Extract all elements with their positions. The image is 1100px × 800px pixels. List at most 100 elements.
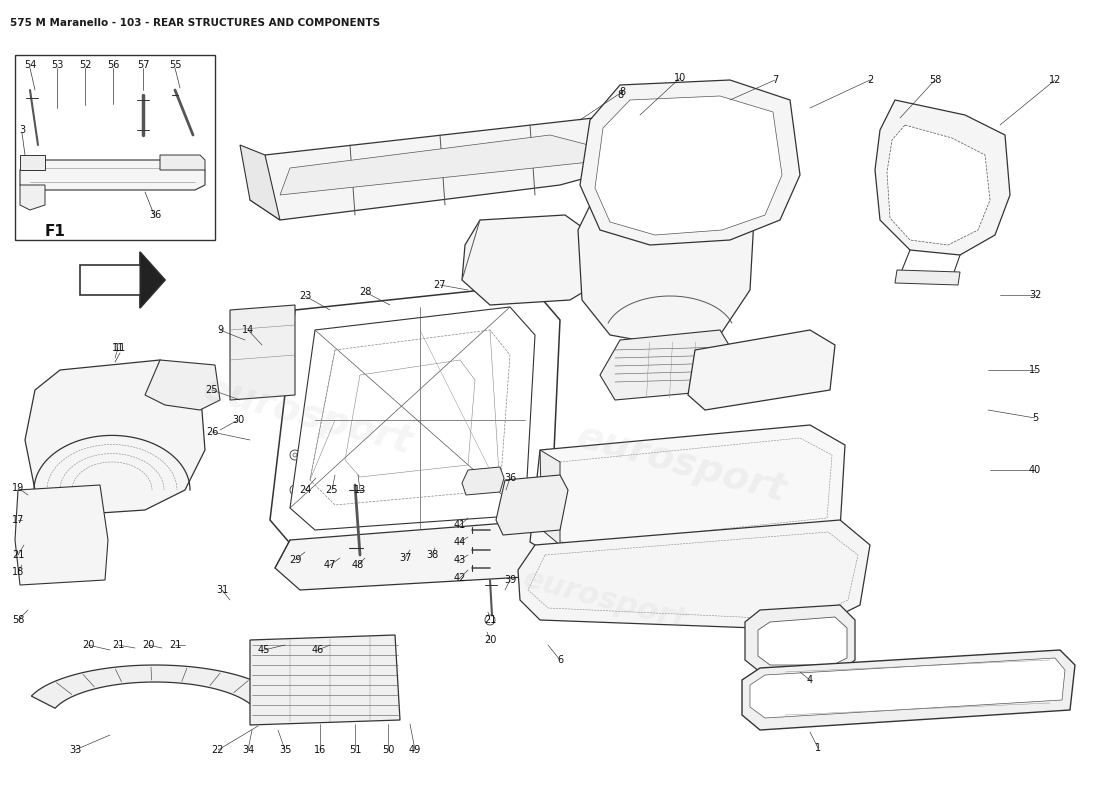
Text: 43: 43 (454, 555, 466, 565)
Text: 21: 21 (112, 640, 124, 650)
Circle shape (290, 485, 300, 495)
Text: 45: 45 (257, 645, 271, 655)
Circle shape (477, 538, 483, 542)
Text: 57: 57 (136, 60, 150, 70)
Text: 35: 35 (278, 745, 292, 755)
Polygon shape (688, 330, 835, 410)
Circle shape (371, 566, 380, 574)
Polygon shape (290, 307, 535, 530)
Polygon shape (275, 520, 565, 590)
Text: 46: 46 (312, 645, 324, 655)
Text: 15: 15 (1028, 365, 1042, 375)
Circle shape (1012, 682, 1028, 698)
Circle shape (299, 506, 307, 514)
Text: 31: 31 (216, 585, 228, 595)
Text: 49: 49 (409, 745, 421, 755)
Polygon shape (758, 617, 847, 665)
Text: 9: 9 (217, 325, 223, 335)
Polygon shape (578, 170, 755, 345)
Text: 21: 21 (484, 615, 496, 625)
Circle shape (373, 478, 377, 482)
Text: 8: 8 (619, 87, 625, 97)
Text: 1: 1 (815, 743, 821, 753)
Polygon shape (20, 155, 45, 170)
Circle shape (293, 488, 297, 492)
Circle shape (104, 106, 122, 124)
Text: 10: 10 (674, 73, 686, 83)
Polygon shape (240, 145, 280, 220)
Polygon shape (462, 215, 600, 305)
Polygon shape (462, 467, 504, 495)
Text: 42: 42 (454, 573, 466, 583)
Circle shape (371, 512, 380, 520)
Text: 55: 55 (168, 60, 182, 70)
Text: 575 M Maranello - 103 - REAR STRUCTURES AND COMPONENTS: 575 M Maranello - 103 - REAR STRUCTURES … (10, 18, 381, 28)
Polygon shape (80, 252, 165, 308)
Text: 28: 28 (359, 287, 371, 297)
Circle shape (328, 503, 332, 507)
Circle shape (485, 615, 495, 625)
Text: 36: 36 (504, 473, 516, 483)
Text: 5: 5 (1032, 413, 1038, 423)
Circle shape (324, 460, 336, 470)
Polygon shape (540, 450, 560, 545)
Text: 12: 12 (1048, 75, 1062, 85)
Text: 34: 34 (242, 745, 254, 755)
Circle shape (328, 463, 332, 467)
Text: 58: 58 (12, 615, 24, 625)
Polygon shape (15, 485, 108, 585)
Polygon shape (518, 520, 870, 630)
Text: 58: 58 (928, 75, 942, 85)
Circle shape (395, 465, 405, 475)
Text: 21: 21 (168, 640, 182, 650)
Polygon shape (742, 650, 1075, 730)
Circle shape (798, 635, 812, 649)
Text: 33: 33 (69, 745, 81, 755)
Polygon shape (895, 270, 960, 285)
Text: 20: 20 (81, 640, 95, 650)
Text: 54: 54 (24, 60, 36, 70)
Text: 56: 56 (107, 60, 119, 70)
Polygon shape (15, 55, 214, 240)
Circle shape (370, 475, 379, 485)
Circle shape (139, 111, 147, 119)
Circle shape (43, 520, 67, 544)
Text: 47: 47 (323, 560, 337, 570)
Text: 22: 22 (211, 745, 224, 755)
Circle shape (446, 454, 454, 462)
Circle shape (78, 108, 92, 122)
Circle shape (108, 110, 118, 120)
Text: 4: 4 (807, 675, 813, 685)
Circle shape (81, 501, 89, 509)
Text: 41: 41 (454, 520, 466, 530)
Circle shape (299, 451, 307, 459)
Circle shape (82, 112, 88, 118)
Polygon shape (874, 100, 1010, 255)
Circle shape (398, 468, 402, 472)
Text: 16: 16 (314, 745, 326, 755)
Circle shape (411, 454, 419, 462)
Text: 14: 14 (242, 325, 254, 335)
Circle shape (352, 515, 362, 525)
Text: 29: 29 (289, 555, 301, 565)
Text: F1: F1 (45, 225, 65, 239)
Polygon shape (580, 80, 800, 245)
Circle shape (308, 458, 312, 462)
Circle shape (296, 566, 304, 574)
Polygon shape (20, 160, 205, 190)
Text: 20: 20 (142, 640, 154, 650)
Text: 7: 7 (772, 75, 778, 85)
Polygon shape (20, 185, 45, 210)
Text: 3: 3 (19, 125, 25, 135)
Circle shape (305, 455, 315, 465)
Circle shape (50, 527, 60, 537)
Circle shape (348, 463, 352, 467)
Text: 2: 2 (867, 75, 873, 85)
Text: 21: 21 (12, 550, 24, 560)
Text: 18: 18 (12, 567, 24, 577)
Polygon shape (230, 305, 295, 400)
Text: 8: 8 (617, 90, 623, 100)
Circle shape (371, 456, 380, 464)
Circle shape (334, 510, 342, 518)
Circle shape (111, 113, 116, 117)
